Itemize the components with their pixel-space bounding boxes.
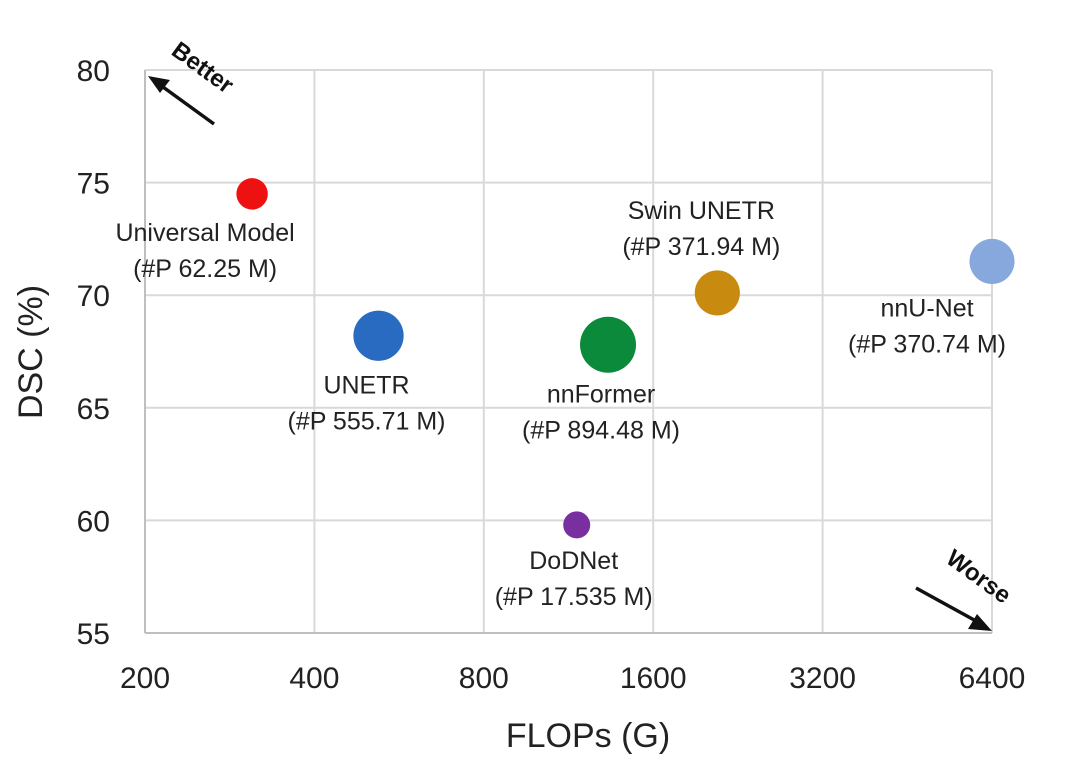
point-name-label: nnFormer [547,381,655,409]
axes [144,70,992,634]
point-params-label: (#P 371.94 M) [622,233,780,261]
y-tick-label: 70 [77,280,110,313]
data-point [353,310,404,361]
point-name-label: Swin UNETR [628,197,775,225]
x-axis-title: FLOPs (G) [506,717,670,755]
point-params-label: (#P 894.48 M) [522,417,680,445]
y-axis-title: DSC (%) [12,285,50,419]
y-tick-label: 75 [77,168,110,201]
data-point [580,316,637,373]
x-tick-label: 800 [459,662,509,695]
data-point [563,511,591,539]
point-params-label: (#P 370.74 M) [848,330,1006,358]
x-tick-label: 3200 [789,662,856,695]
point-name-label: DoDNet [529,547,618,575]
point-labels: Universal Model (#P 62.25 M) UNETR (#P 555.… [115,197,1006,611]
better-label: Better [166,37,238,100]
point-params-label: (#P 17.535 M) [495,583,653,611]
point-name-label: Universal Model [115,219,294,247]
y-tick-label: 80 [77,55,110,88]
data-points [236,178,1015,539]
data-point [969,238,1015,284]
x-tick-label: 1600 [620,662,687,695]
y-tick-label: 65 [77,393,110,426]
point-params-label: (#P 62.25 M) [133,255,277,283]
worse-arrow-head [968,614,992,631]
data-point [694,270,740,316]
worse-label: Worse [941,545,1016,610]
worse-arrow-shaft [915,586,977,623]
better-arrow-shaft [161,85,216,126]
y-tick-label: 60 [77,505,110,538]
x-tick-label: 400 [289,662,339,695]
point-name-label: UNETR [323,372,409,400]
y-tick-label: 55 [77,618,110,651]
x-tick-label: 6400 [959,662,1026,695]
data-point [236,178,268,210]
x-tick-label: 200 [120,662,170,695]
tick-labels: 200 400 800 1600 3200 6400 55 60 65 70 75 80 [77,55,1026,695]
better-arrow-head [148,76,170,93]
point-params-label: (#P 555.71 M) [288,408,446,436]
point-name-label: nnU-Net [880,294,973,322]
